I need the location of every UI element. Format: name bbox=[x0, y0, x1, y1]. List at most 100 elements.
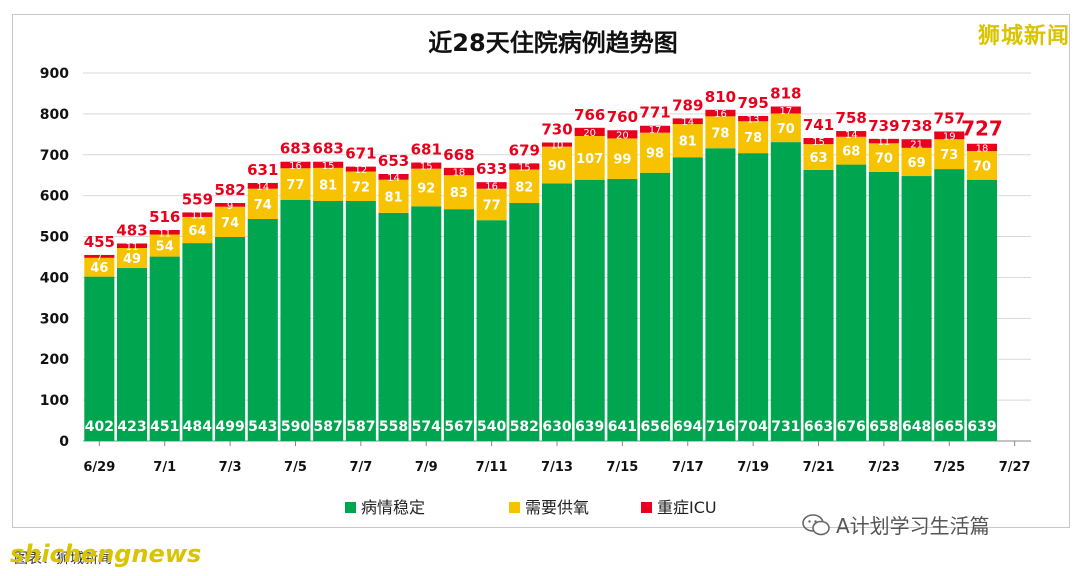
y-tick-label: 900 bbox=[40, 66, 69, 82]
stable-value-label: 676 bbox=[837, 419, 866, 435]
x-tick-label: 7/23 bbox=[868, 460, 900, 475]
bar-segment-oxygen bbox=[149, 234, 180, 257]
x-tick-label: 7/19 bbox=[737, 460, 769, 475]
stable-value-label: 704 bbox=[739, 419, 768, 435]
icu-value-label: 18 bbox=[453, 168, 466, 179]
oxygen-value-label: 81 bbox=[679, 135, 697, 150]
stable-value-label: 574 bbox=[412, 419, 441, 435]
wechat-watermark: A计划学习生活篇 bbox=[802, 510, 990, 539]
bar-segment-oxygen bbox=[280, 168, 311, 200]
watermark-bottom-left: shichengnews bbox=[10, 540, 202, 568]
stable-value-label: 558 bbox=[379, 419, 408, 435]
bar-segment-oxygen bbox=[607, 138, 638, 179]
icu-value-label: 19 bbox=[943, 131, 956, 142]
icu-value-label: 17 bbox=[779, 106, 792, 117]
x-tick-label: 7/3 bbox=[219, 460, 242, 475]
x-tick-label: 7/5 bbox=[284, 460, 307, 475]
bar-segment-stable bbox=[476, 220, 507, 441]
y-tick-label: 800 bbox=[40, 107, 69, 123]
bar-segment-stable bbox=[803, 169, 834, 441]
total-value-label: 683 bbox=[280, 140, 311, 158]
x-tick-label: 7/27 bbox=[999, 460, 1031, 475]
bar-segment-icu bbox=[443, 167, 474, 176]
bar-segment-icu bbox=[509, 163, 540, 170]
total-value-label: 738 bbox=[901, 117, 932, 135]
bar-segment-stable bbox=[182, 243, 213, 441]
icu-value-label: 13 bbox=[747, 115, 760, 126]
stable-value-label: 567 bbox=[444, 419, 473, 435]
bar-segment-stable bbox=[640, 172, 671, 441]
total-value-label: 789 bbox=[672, 96, 703, 114]
stable-value-label: 582 bbox=[510, 419, 539, 435]
chart-title: 近28天住院病例趋势图 bbox=[428, 29, 677, 57]
icu-value-label: 11 bbox=[191, 211, 204, 222]
stable-value-label: 639 bbox=[575, 419, 604, 435]
stable-value-label: 639 bbox=[967, 419, 996, 435]
total-value-label: 633 bbox=[476, 160, 507, 178]
total-value-label: 771 bbox=[639, 104, 670, 122]
icu-value-label: 17 bbox=[649, 125, 662, 136]
icu-value-label: 20 bbox=[583, 128, 596, 139]
total-value-label: 795 bbox=[737, 94, 768, 112]
bar-segment-icu bbox=[705, 109, 736, 117]
bar-segment-stable bbox=[378, 212, 409, 441]
y-tick-label: 100 bbox=[40, 393, 69, 409]
bar-segment-icu bbox=[280, 161, 311, 169]
stable-value-label: 648 bbox=[902, 419, 931, 435]
icu-value-label: 15 bbox=[812, 137, 825, 148]
icu-value-label: 7 bbox=[96, 252, 102, 263]
stable-value-label: 590 bbox=[281, 419, 310, 435]
y-tick-label: 0 bbox=[59, 434, 69, 450]
bar-segment-stable bbox=[934, 169, 965, 442]
bar-segment-oxygen bbox=[574, 135, 605, 180]
icu-value-label: 14 bbox=[681, 117, 694, 128]
stable-value-label: 656 bbox=[640, 419, 669, 435]
bar-segment-oxygen bbox=[411, 168, 442, 207]
x-tick-label: 7/17 bbox=[672, 460, 704, 475]
bar-segment-stable bbox=[901, 176, 932, 442]
chart-frame: 近28天住院病例趋势图 0 100 200 300 400 500 600 700 800 900… bbox=[12, 14, 1070, 528]
bar-segment-icu bbox=[672, 118, 703, 125]
stable-value-label: 694 bbox=[673, 419, 702, 435]
bar-segment-oxygen bbox=[901, 147, 932, 177]
bar-segment-stable bbox=[313, 200, 344, 441]
bar-segment-icu bbox=[215, 203, 246, 207]
bar-segment-oxygen bbox=[476, 188, 507, 221]
stable-value-label: 630 bbox=[542, 419, 571, 435]
stacked-bar-chart: 近28天住院病例趋势图 0100200300400500600700800900… bbox=[40, 29, 1031, 517]
stable-value-label: 663 bbox=[804, 419, 833, 435]
total-value-label: 582 bbox=[214, 181, 245, 199]
bar-segment-icu bbox=[640, 125, 671, 133]
x-tick-label: 7/9 bbox=[415, 460, 438, 475]
stable-value-label: 658 bbox=[869, 419, 898, 435]
stable-value-label: 484 bbox=[183, 419, 212, 435]
icu-value-label: 20 bbox=[616, 130, 629, 141]
oxygen-value-label: 70 bbox=[973, 159, 991, 174]
bar-segment-icu bbox=[116, 243, 148, 249]
oxygen-value-label: 82 bbox=[515, 180, 533, 195]
total-value-label: 681 bbox=[411, 141, 442, 159]
oxygen-value-label: 98 bbox=[646, 147, 664, 162]
stable-value-label: 587 bbox=[314, 419, 343, 435]
icu-value-label: 16 bbox=[289, 161, 302, 172]
oxygen-value-label: 70 bbox=[777, 122, 795, 137]
bar-segment-stable bbox=[672, 157, 703, 441]
bar-segment-icu bbox=[770, 106, 801, 114]
bar-segment-oxygen bbox=[672, 124, 703, 158]
bar-segment-icu bbox=[476, 182, 507, 189]
bar-segment-oxygen bbox=[116, 248, 148, 269]
oxygen-value-label: 81 bbox=[385, 190, 403, 205]
x-tick-label: 6/29 bbox=[83, 460, 115, 475]
watermark-top-right: 狮城新闻 bbox=[977, 24, 1070, 49]
stable-value-label: 665 bbox=[935, 419, 964, 435]
x-tick-label: 7/11 bbox=[476, 460, 508, 475]
bar-segment-oxygen bbox=[770, 113, 801, 143]
x-tick-label: 7/7 bbox=[349, 460, 372, 475]
bar-segment-icu bbox=[182, 212, 213, 217]
bar-segment-icu bbox=[378, 173, 409, 180]
stable-value-label: 451 bbox=[150, 419, 179, 435]
bar-segment-icu bbox=[901, 139, 932, 148]
oxygen-value-label: 63 bbox=[809, 151, 827, 166]
oxygen-value-label: 70 bbox=[875, 152, 893, 167]
stable-value-label: 731 bbox=[771, 419, 800, 435]
